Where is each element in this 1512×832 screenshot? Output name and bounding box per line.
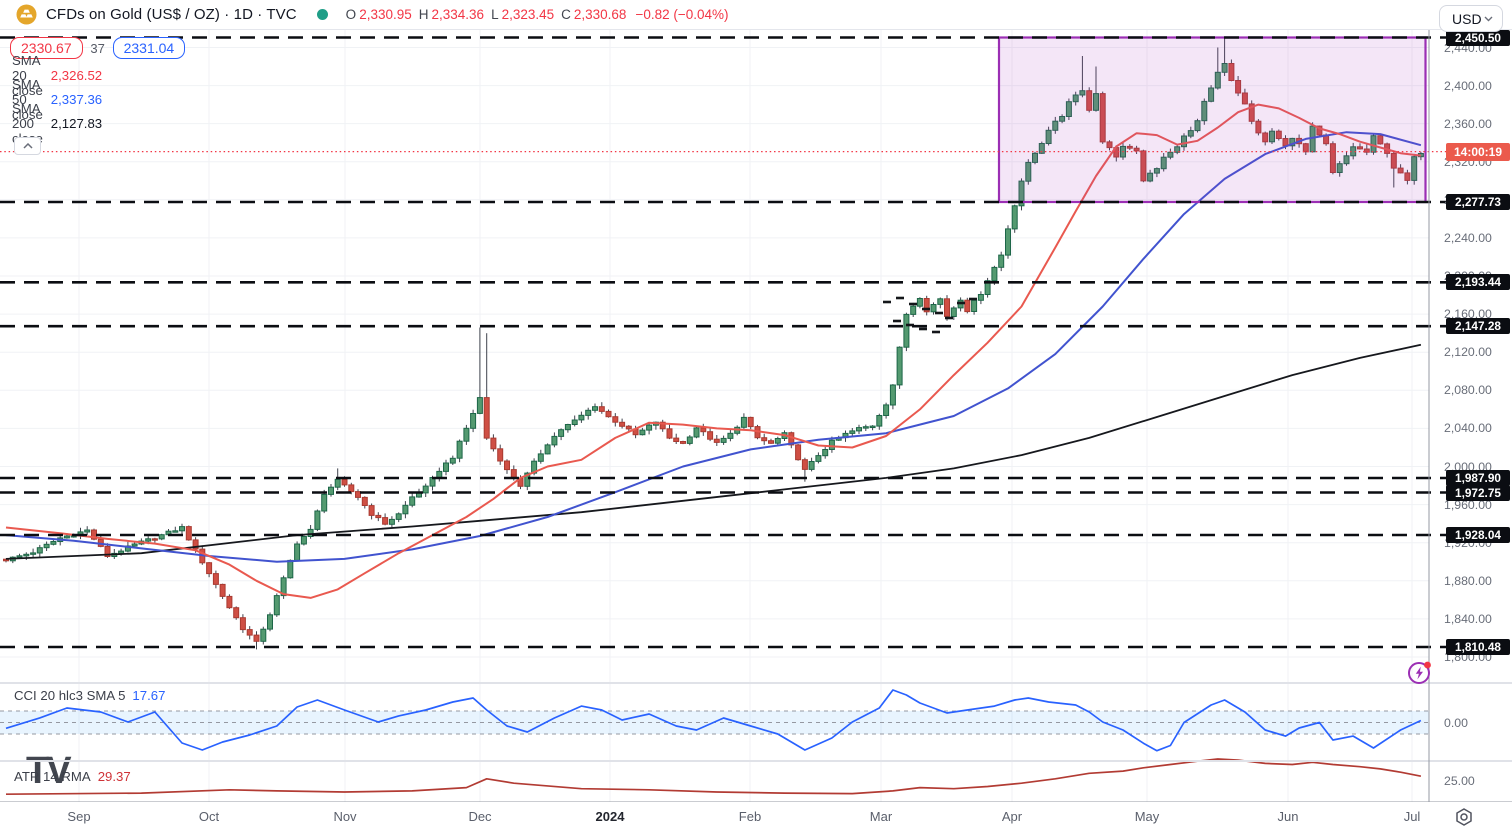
- month-label: Feb: [738, 809, 762, 824]
- sma200-line[interactable]: [5, 343, 1422, 560]
- cci-line[interactable]: [5, 689, 1422, 752]
- pane-dividers[interactable]: [0, 30, 1512, 832]
- low-value: 2,323.45: [501, 7, 555, 22]
- high-key: H: [418, 7, 429, 22]
- price-level-label: 1,928.04: [1446, 527, 1510, 543]
- sma20-line[interactable]: [5, 103, 1422, 599]
- price-tick-label: 2,160.00: [1444, 307, 1492, 322]
- price-tick-label: 2,080.00: [1444, 383, 1492, 398]
- month-label: Jul: [1403, 809, 1421, 824]
- month-label: Jun: [1277, 809, 1299, 824]
- time-axis[interactable]: Sep Oct Nov Dec 2024 Feb Mar Apr May Jun Jul: [0, 802, 1512, 832]
- atr-value: 29.37: [97, 769, 131, 784]
- axis-settings-gear-icon[interactable]: [1452, 805, 1476, 829]
- currency-label: USD: [1452, 10, 1482, 27]
- month-label: Oct: [198, 809, 220, 824]
- sma50-line[interactable]: [5, 131, 1422, 563]
- market-status-dot-icon[interactable]: [316, 9, 328, 20]
- ohlc-readout: O 2,330.95 H 2,334.36 L 2,323.45 C 2,330…: [346, 7, 729, 22]
- atr-label: ATR 14 RMA: [14, 769, 91, 784]
- month-label: Nov: [333, 809, 357, 824]
- cci-zero-tick: 0.00: [1444, 715, 1468, 730]
- spread-value: 37: [90, 40, 105, 56]
- close-key: C: [561, 7, 571, 22]
- cci-value: 17.67: [132, 688, 166, 703]
- highlight-box[interactable]: [997, 36, 1427, 204]
- atr-tick: 25.00: [1444, 774, 1475, 788]
- price-tick-label: 1,840.00: [1444, 611, 1492, 626]
- chevron-down-icon: [1484, 16, 1493, 21]
- bid-ask-row: 2330.67 37 2331.04: [10, 37, 186, 59]
- gridlines: [0, 30, 1429, 802]
- cci-band: [0, 710, 1429, 735]
- price-level-label: 2,277.73: [1446, 194, 1510, 210]
- collapse-indicators-button[interactable]: [14, 137, 41, 155]
- cci-indicator-row[interactable]: CCI 20 hlc3 SMA 5 17.67: [14, 688, 165, 703]
- month-label: 2024: [595, 809, 625, 824]
- cci-label: CCI 20 hlc3 SMA 5: [14, 688, 126, 703]
- chevron-up-icon: [22, 143, 33, 149]
- price-level-label: 1,810.48: [1446, 639, 1510, 655]
- price-level-label: 1,987.90: [1446, 470, 1510, 486]
- sma20-label: SMA 20 close: [12, 52, 43, 98]
- sell-price-button[interactable]: 2330.67: [10, 37, 83, 59]
- month-label: Sep: [67, 809, 91, 824]
- low-key: L: [491, 7, 499, 22]
- atr-indicator-row[interactable]: ATR 14 RMA 29.37: [14, 769, 131, 784]
- price-level-label: 2,147.28: [1446, 318, 1510, 335]
- support-resistance-lines[interactable]: [0, 36, 1446, 649]
- sma200-value: 2,127.83: [50, 115, 103, 131]
- pivot-marks: [883, 296, 977, 334]
- symbol-logo-gold-bars-icon[interactable]: [16, 4, 37, 25]
- sma20-row[interactable]: SMA 20 close 2,326.52: [12, 53, 103, 98]
- price-tick-label: 2,360.00: [1444, 116, 1492, 131]
- sma50-value: 2,337.36: [50, 91, 103, 107]
- toolbar: CFDs on Gold (US$ / OZ) · 1D · TVC O 2,3…: [0, 0, 1512, 32]
- month-label: Apr: [1001, 809, 1023, 824]
- month-label: Dec: [468, 809, 492, 824]
- price-tick-label: 1,960.00: [1444, 497, 1492, 512]
- price-tick-label: 2,040.00: [1444, 421, 1492, 436]
- price-level-label: 2,193.44: [1446, 274, 1510, 291]
- sma200-row[interactable]: SMA 200 close 2,127.83: [12, 101, 103, 146]
- change-value: −0.82 (−0.04%): [635, 7, 729, 22]
- price-tick-label: 2,240.00: [1444, 230, 1492, 245]
- close-value: 2,330.68: [573, 7, 627, 22]
- price-tick-label: 2,400.00: [1444, 78, 1492, 93]
- month-label: May: [1134, 809, 1160, 824]
- pane-content[interactable]: [0, 30, 1429, 802]
- high-value: 2,334.36: [431, 7, 485, 22]
- buy-price-button[interactable]: 2331.04: [112, 37, 186, 59]
- atr-line[interactable]: [5, 758, 1422, 796]
- month-label: Mar: [869, 809, 893, 824]
- price-level-label: 1,972.75: [1446, 484, 1510, 501]
- currency-selector[interactable]: USD: [1439, 5, 1503, 32]
- price-tick-label: 1,880.00: [1444, 573, 1492, 588]
- price-tick-label: 2,120.00: [1444, 345, 1492, 360]
- price-level-label: 2,450.50: [1446, 29, 1510, 46]
- candlestick-series[interactable]: [3, 37, 1424, 650]
- open-value: 2,330.95: [359, 7, 412, 22]
- sma20-value: 2,326.52: [50, 67, 103, 83]
- open-key: O: [345, 7, 357, 22]
- symbol-title[interactable]: CFDs on Gold (US$ / OZ) · 1D · TVC: [46, 6, 297, 23]
- bar-countdown-label: 14:00:19: [1446, 142, 1510, 161]
- price-axis[interactable]: 2,440.002,400.002,360.002,320.002,280.00…: [1429, 29, 1512, 832]
